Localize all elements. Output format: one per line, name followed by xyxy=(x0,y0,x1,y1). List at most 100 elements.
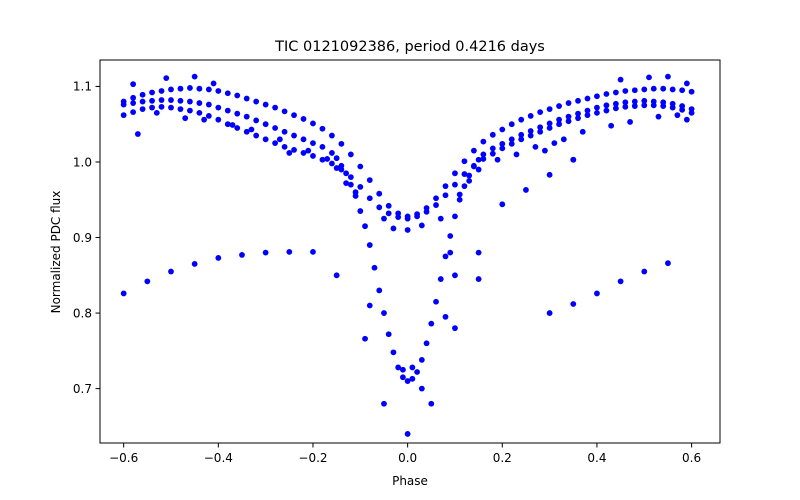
data-point xyxy=(594,104,600,111)
data-point xyxy=(565,100,572,106)
data-point xyxy=(442,192,449,199)
data-point xyxy=(153,109,160,116)
data-point xyxy=(631,98,638,105)
data-point xyxy=(665,260,671,267)
data-point xyxy=(381,400,387,407)
data-point xyxy=(452,213,458,220)
data-point xyxy=(347,151,354,158)
data-point xyxy=(333,272,340,279)
data-point xyxy=(683,80,690,87)
data-point xyxy=(437,276,444,282)
data-point xyxy=(120,98,127,105)
data-point xyxy=(310,140,316,147)
data-point xyxy=(447,233,454,239)
data-point xyxy=(262,101,269,108)
data-point xyxy=(603,91,610,97)
data-point xyxy=(239,252,245,258)
data-point xyxy=(683,116,690,123)
data-point xyxy=(650,85,657,92)
data-point xyxy=(537,109,544,116)
data-point xyxy=(418,222,425,229)
data-point xyxy=(560,136,567,143)
data-point xyxy=(191,261,198,267)
data-point xyxy=(579,128,586,135)
data-point xyxy=(281,108,288,115)
data-point xyxy=(357,163,364,170)
data-point xyxy=(347,181,354,188)
data-point xyxy=(272,140,279,147)
data-point xyxy=(357,184,364,190)
data-point xyxy=(612,100,619,107)
data-point xyxy=(390,225,397,232)
data-point xyxy=(655,113,662,120)
data-point xyxy=(385,331,392,338)
data-point xyxy=(338,166,345,173)
data-point xyxy=(234,125,241,131)
data-point xyxy=(149,97,155,104)
data-point xyxy=(291,112,297,119)
y-tick-label: 1.1 xyxy=(73,80,92,94)
data-point xyxy=(205,113,212,119)
data-point xyxy=(470,147,477,154)
data-point xyxy=(437,215,444,222)
data-point xyxy=(688,88,695,95)
data-point xyxy=(329,132,335,139)
data-point xyxy=(187,98,193,105)
data-point xyxy=(177,106,184,112)
data-point xyxy=(343,180,350,187)
data-point xyxy=(418,385,425,392)
data-point xyxy=(262,121,269,128)
data-point xyxy=(262,249,269,256)
data-point xyxy=(603,102,610,109)
data-point xyxy=(324,156,331,162)
data-point xyxy=(243,95,250,102)
data-point xyxy=(499,126,506,133)
data-point xyxy=(390,349,397,356)
data-point xyxy=(665,73,671,80)
data-point xyxy=(187,107,193,114)
data-point xyxy=(310,120,316,127)
y-tick-label: 0.8 xyxy=(73,306,92,320)
y-axis: 0.7 0.8 0.9 1.0 1.1 xyxy=(73,80,100,396)
data-point xyxy=(452,181,458,188)
data-point xyxy=(400,374,406,381)
data-point xyxy=(433,298,439,305)
data-point xyxy=(243,113,250,120)
data-point xyxy=(466,172,473,179)
data-point xyxy=(139,91,146,98)
data-point xyxy=(575,115,581,122)
data-point xyxy=(489,145,496,152)
data-point xyxy=(575,110,581,117)
data-point xyxy=(480,138,487,145)
data-point xyxy=(395,364,402,371)
data-point xyxy=(286,150,293,156)
data-point xyxy=(513,151,520,158)
data-point xyxy=(404,431,411,437)
data-point xyxy=(168,86,174,93)
data-point xyxy=(433,202,439,208)
data-point xyxy=(310,248,316,255)
data-point xyxy=(470,162,477,169)
data-point xyxy=(177,97,184,104)
data-point xyxy=(433,195,439,202)
data-point xyxy=(518,116,525,123)
y-axis-label: Normalized PDC flux xyxy=(49,191,63,314)
data-point xyxy=(144,278,151,285)
data-point xyxy=(527,128,534,134)
data-point xyxy=(612,105,619,112)
data-point xyxy=(475,249,482,256)
data-point xyxy=(400,366,406,373)
data-point xyxy=(333,165,340,171)
data-point xyxy=(584,107,591,114)
data-point xyxy=(612,89,619,96)
data-point xyxy=(617,278,624,285)
data-point xyxy=(300,150,307,156)
data-point xyxy=(456,191,463,198)
data-point xyxy=(224,121,231,128)
data-point xyxy=(475,156,482,163)
data-point xyxy=(210,80,217,87)
data-point xyxy=(414,211,420,218)
data-point xyxy=(333,155,340,162)
data-point xyxy=(163,75,170,82)
y-tick-label: 0.7 xyxy=(73,382,92,396)
